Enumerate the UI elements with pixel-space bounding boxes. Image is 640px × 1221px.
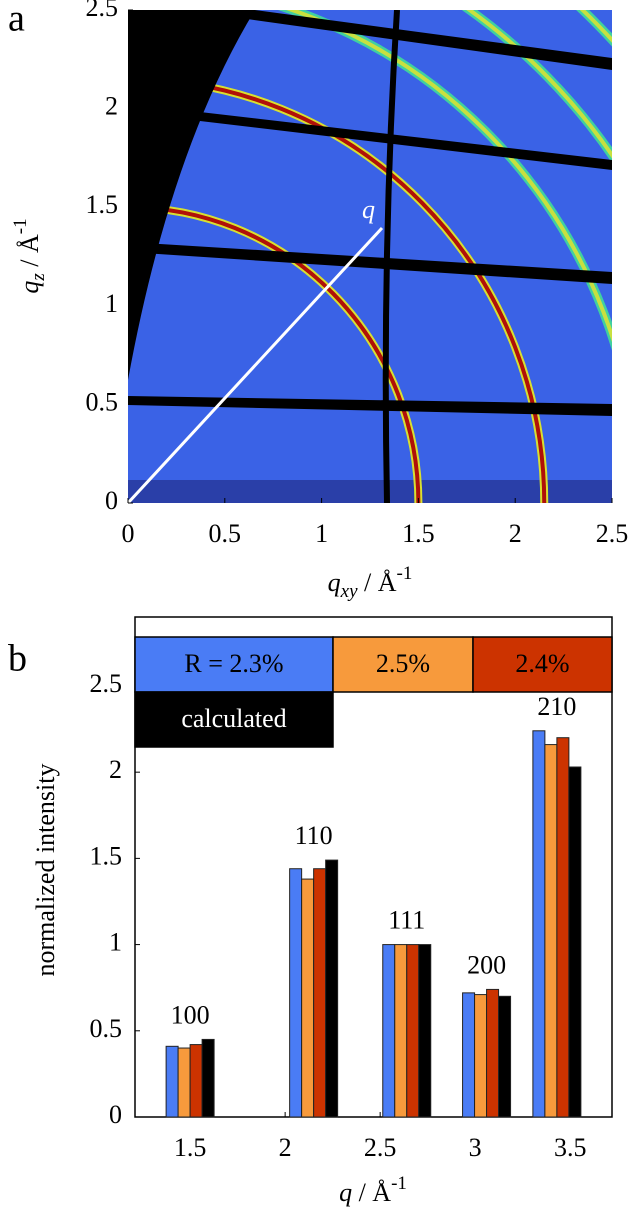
legend-swatch: [332, 636, 474, 693]
y-tick-label: 0.5: [90, 1014, 123, 1043]
bar: [462, 992, 476, 1118]
x-tick-label: 2: [279, 1133, 292, 1162]
q-vector: [128, 226, 384, 503]
bar: [382, 944, 396, 1118]
detector-gap: [128, 396, 612, 416]
y-tick-label: 1.5: [86, 190, 119, 219]
panel-label: b: [8, 638, 27, 680]
detector-shadow: [128, 10, 255, 380]
detector-gap: [382, 10, 400, 503]
label-part: z: [28, 273, 49, 282]
bar: [201, 1038, 215, 1118]
annotation: q: [362, 195, 375, 224]
group-label: 200: [467, 950, 506, 979]
bar: [165, 1045, 179, 1118]
legend-label: 2.4%: [515, 649, 569, 678]
y-axis-label: qz / Å-1: [10, 218, 49, 293]
y-tick-label: 1: [105, 289, 118, 318]
bar: [313, 868, 327, 1118]
bar: [325, 859, 339, 1118]
bar: [289, 868, 303, 1118]
diffraction-ring: [579, 10, 612, 43]
bar: [544, 744, 558, 1118]
panel-label: a: [8, 0, 25, 40]
bar: [394, 944, 408, 1118]
y-tick-label: 1.5: [90, 841, 123, 870]
y-tick-label: 2: [109, 755, 122, 784]
bar: [568, 766, 582, 1118]
y-tick-label: 0.5: [86, 387, 119, 416]
bar: [177, 1047, 191, 1118]
bar: [486, 988, 500, 1118]
bar: [532, 730, 546, 1118]
bar: [301, 878, 315, 1118]
detector-gap: [200, 112, 612, 170]
plot-frame: [134, 616, 613, 1118]
label-part: / Å: [358, 568, 397, 597]
detector-gap: [128, 242, 612, 284]
x-tick-label: 2.5: [364, 1133, 397, 1162]
detector-image: [128, 10, 612, 503]
bar: [498, 995, 512, 1118]
x-tick-label: 3: [469, 1133, 482, 1162]
diffraction-ring: [128, 205, 421, 503]
label-part: xy: [340, 581, 358, 602]
label-part: q: [15, 281, 44, 294]
group-label: 111: [388, 906, 425, 935]
x-tick-label: 0.5: [209, 519, 242, 548]
label-part: -1: [397, 563, 413, 584]
y-tick-label: 2.5: [90, 669, 123, 698]
label-part: -1: [391, 1173, 407, 1194]
legend-swatch: [134, 636, 334, 693]
x-tick-label: 2.5: [596, 519, 629, 548]
bar: [418, 944, 432, 1118]
y-tick-label: 0: [105, 486, 118, 515]
x-axis-label: qxy / Å-1: [328, 563, 413, 602]
diffraction-ring: [466, 10, 612, 159]
x-tick-label: 3.5: [554, 1133, 587, 1162]
y-tick-label: 2.5: [86, 0, 119, 22]
group-label: 110: [295, 821, 333, 850]
legend-swatch: [134, 691, 334, 748]
x-axis-label: q / Å-1: [339, 1173, 407, 1207]
label-part: q: [328, 568, 341, 597]
detector-gap: [240, 10, 612, 70]
label-part: / Å: [352, 1178, 391, 1207]
bar: [474, 994, 488, 1118]
legend-swatch: [472, 636, 613, 693]
y-tick-label: 1: [109, 928, 122, 957]
x-tick-label: 2: [509, 519, 522, 548]
x-tick-label: 1: [315, 519, 328, 548]
label-part: q: [339, 1178, 352, 1207]
x-tick-label: 0: [122, 519, 135, 548]
diffraction-ring: [285, 10, 612, 343]
x-tick-label: 1.5: [174, 1133, 207, 1162]
bar: [556, 737, 570, 1118]
y-tick-label: 2: [105, 92, 118, 121]
legend-label: R = 2.3%: [184, 649, 283, 678]
group-label: 210: [537, 692, 576, 721]
label-part: / Å: [15, 234, 44, 273]
bar: [189, 1044, 203, 1118]
y-axis-label: normalized intensity: [31, 763, 60, 976]
legend-label: calculated: [181, 704, 286, 733]
y-tick-label: 0: [109, 1100, 122, 1129]
image-edge: [128, 480, 612, 503]
x-tick-label: 1.5: [402, 519, 435, 548]
group-label: 100: [171, 1000, 210, 1029]
label-part: -1: [10, 218, 31, 234]
bar: [406, 944, 420, 1118]
legend-label: 2.5%: [376, 649, 430, 678]
